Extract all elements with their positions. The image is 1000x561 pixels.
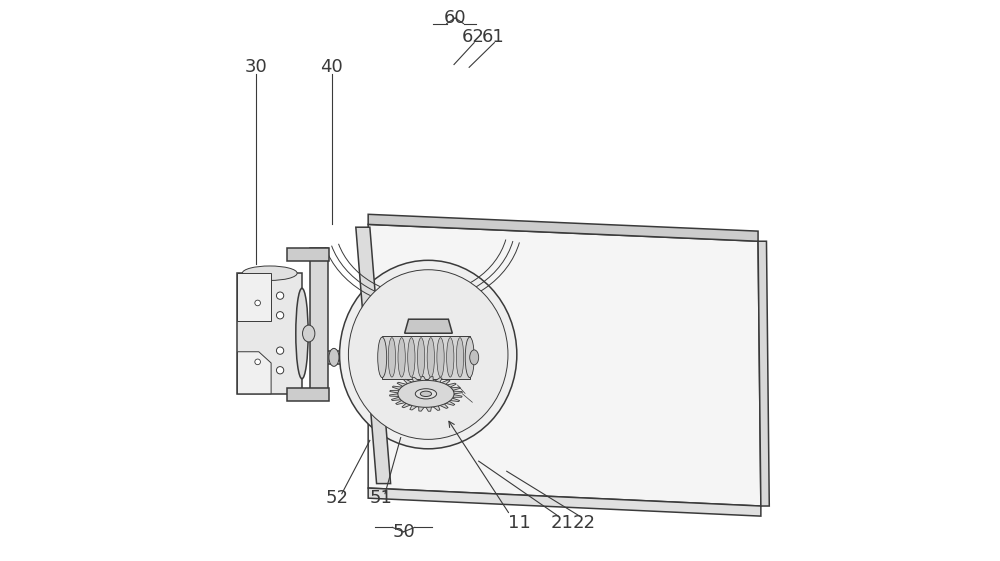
Ellipse shape — [398, 338, 405, 377]
Polygon shape — [382, 336, 470, 379]
Ellipse shape — [276, 347, 284, 355]
Ellipse shape — [276, 367, 284, 374]
Ellipse shape — [276, 292, 284, 300]
Text: 22: 22 — [573, 514, 596, 532]
Text: 11: 11 — [508, 514, 531, 532]
Ellipse shape — [303, 325, 315, 342]
Polygon shape — [758, 241, 769, 506]
Polygon shape — [287, 388, 329, 401]
Text: 30: 30 — [245, 58, 267, 76]
Text: 60: 60 — [444, 9, 466, 27]
Ellipse shape — [255, 359, 260, 365]
Polygon shape — [237, 352, 271, 394]
Ellipse shape — [388, 338, 396, 377]
Polygon shape — [368, 214, 758, 241]
Ellipse shape — [255, 300, 260, 306]
Text: 40: 40 — [320, 58, 343, 76]
Polygon shape — [287, 248, 329, 261]
Ellipse shape — [415, 389, 437, 399]
Ellipse shape — [466, 338, 473, 377]
Ellipse shape — [447, 338, 454, 377]
Text: 62: 62 — [462, 28, 485, 46]
Ellipse shape — [348, 270, 508, 439]
Ellipse shape — [378, 337, 387, 378]
Ellipse shape — [427, 338, 434, 377]
Polygon shape — [405, 319, 452, 333]
Ellipse shape — [329, 348, 339, 366]
Text: 52: 52 — [326, 489, 349, 507]
Ellipse shape — [437, 338, 444, 377]
Ellipse shape — [420, 391, 432, 397]
Polygon shape — [368, 488, 761, 516]
Ellipse shape — [340, 260, 517, 449]
Polygon shape — [368, 224, 761, 506]
Polygon shape — [356, 227, 391, 484]
Ellipse shape — [379, 338, 386, 377]
Text: 50: 50 — [392, 523, 415, 541]
Ellipse shape — [417, 338, 425, 377]
Ellipse shape — [408, 338, 415, 377]
Ellipse shape — [470, 350, 479, 365]
Ellipse shape — [456, 338, 464, 377]
Ellipse shape — [296, 288, 308, 379]
Text: 21: 21 — [550, 514, 573, 532]
Text: 61: 61 — [482, 28, 505, 46]
Polygon shape — [390, 376, 462, 411]
Ellipse shape — [276, 312, 284, 319]
Ellipse shape — [398, 380, 454, 407]
Polygon shape — [310, 248, 328, 396]
Text: 51: 51 — [370, 489, 393, 507]
Polygon shape — [237, 273, 271, 321]
Ellipse shape — [242, 266, 297, 280]
Ellipse shape — [465, 337, 474, 378]
Polygon shape — [237, 273, 302, 394]
